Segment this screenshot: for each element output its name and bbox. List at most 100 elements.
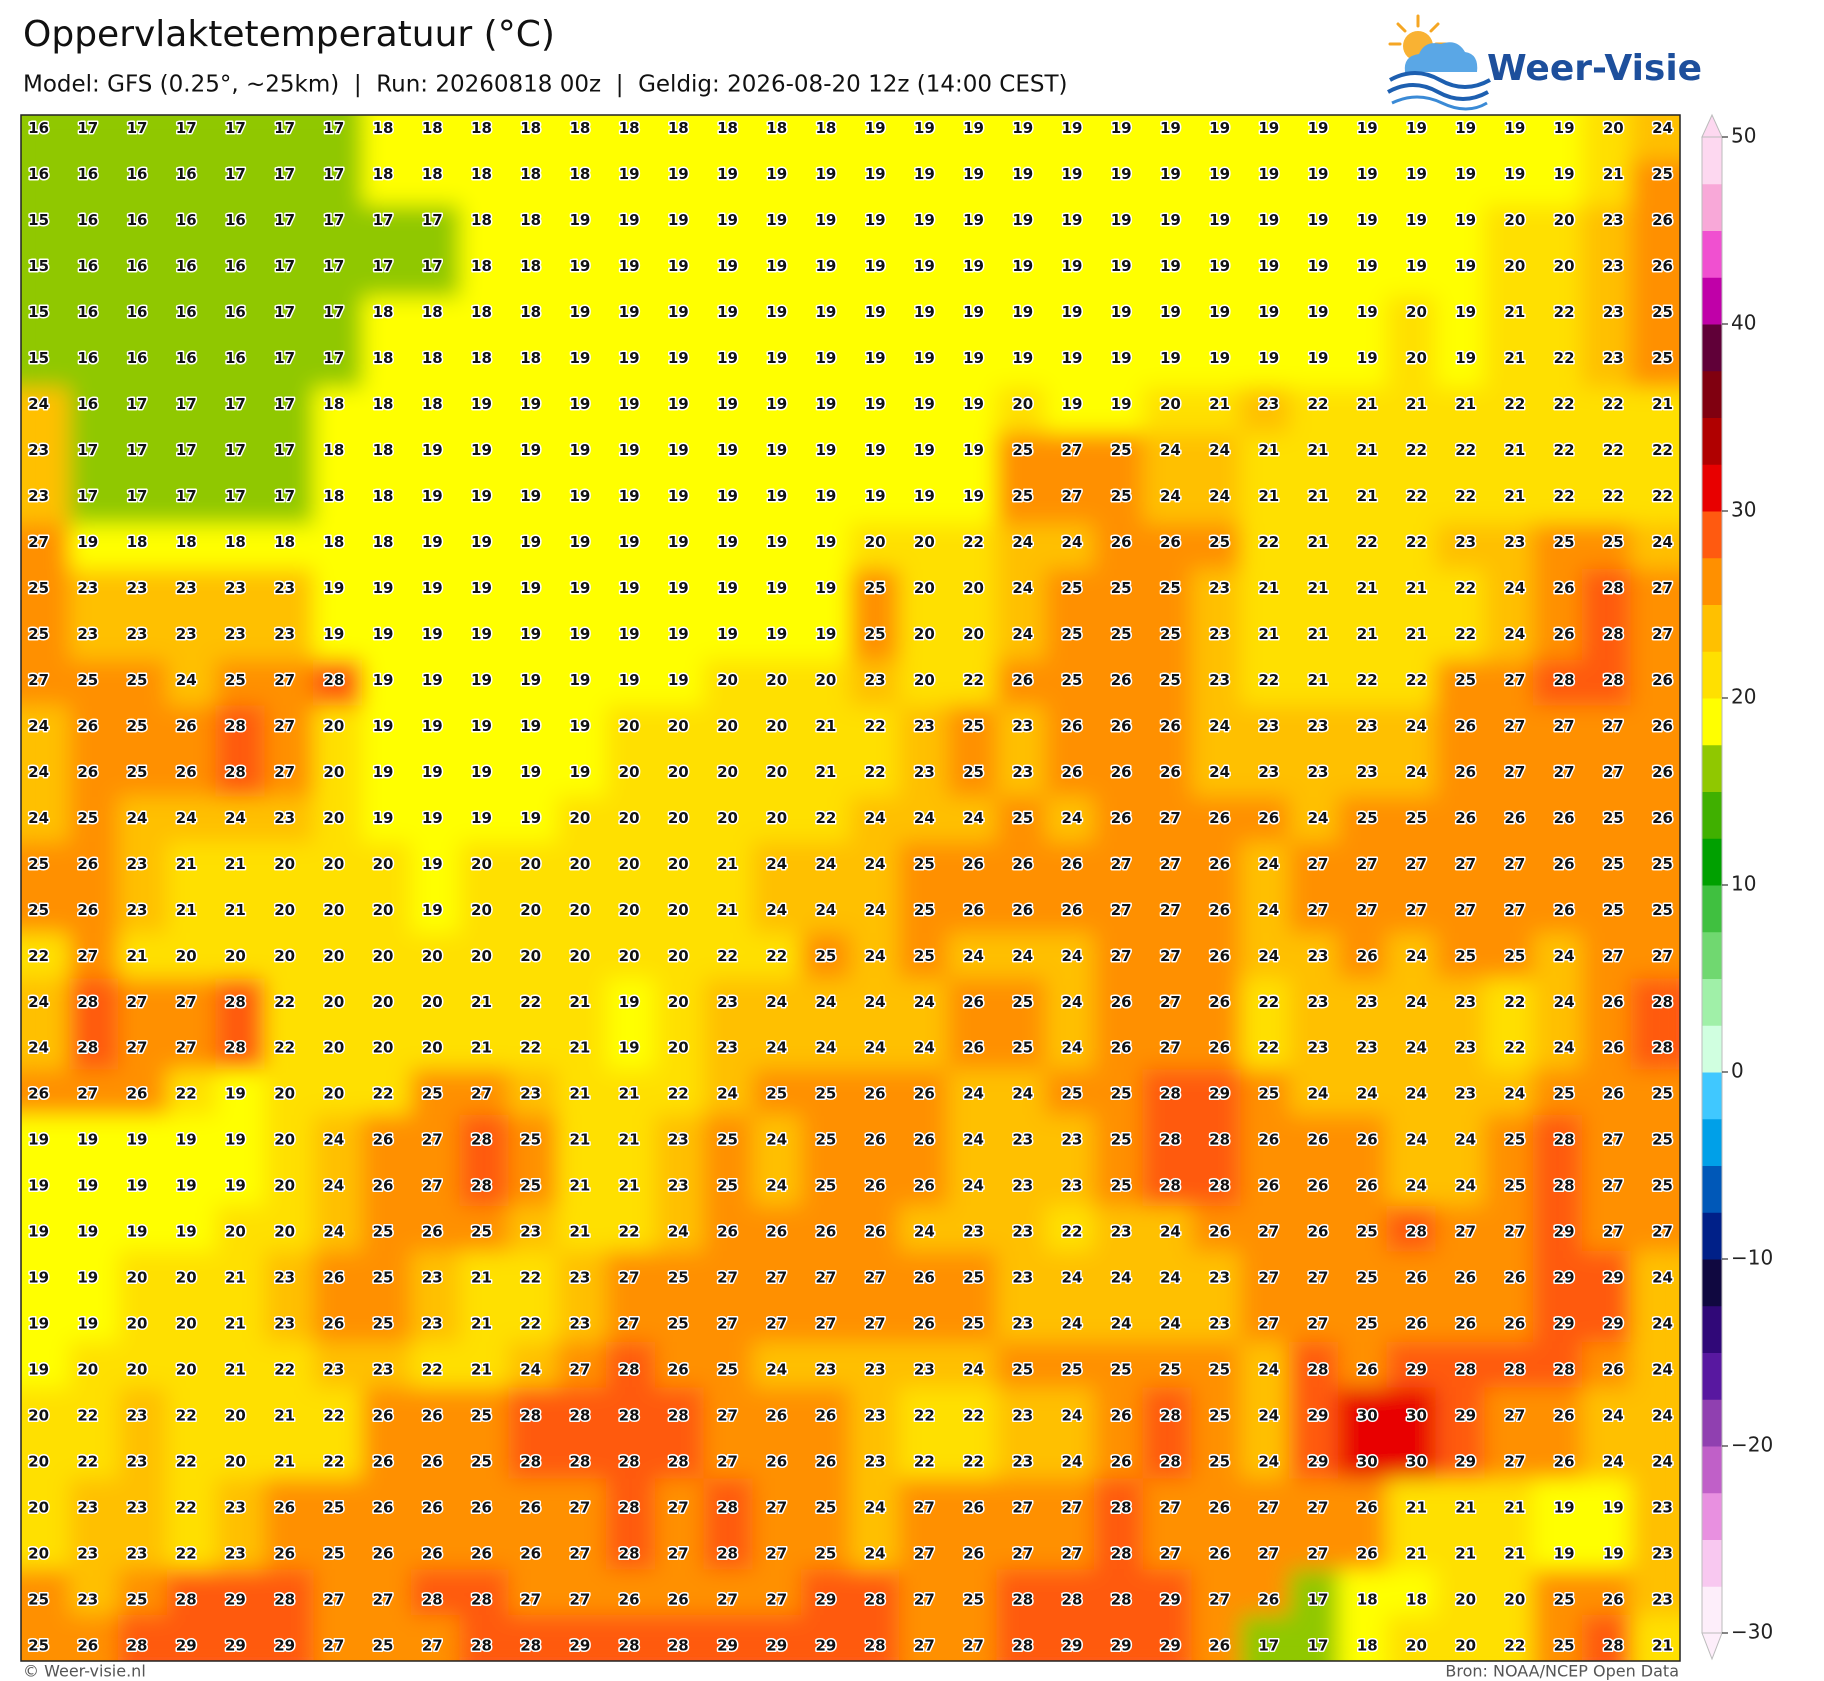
field-cell: [1045, 1342, 1095, 1389]
field-cell: [801, 1478, 851, 1526]
field-cell: [69, 569, 120, 616]
field-cell: [1289, 1114, 1339, 1162]
cell-label: 23: [77, 579, 98, 597]
field-cell: [654, 842, 705, 889]
field-cell: [21, 1433, 71, 1480]
cell-label: 28: [717, 1545, 738, 1563]
field-cell: [264, 1524, 315, 1571]
field-cell: [1337, 523, 1388, 571]
field-cell: [703, 1069, 754, 1116]
cell-label: 24: [914, 1039, 935, 1057]
field-cell: [996, 432, 1047, 480]
field-cell: [215, 1478, 266, 1526]
cell-label: 28: [1111, 1591, 1132, 1609]
cell-label: 22: [176, 1085, 197, 1103]
cell-label: 27: [766, 1499, 787, 1517]
field-cell: [898, 1615, 949, 1661]
field-cell: [850, 1433, 900, 1480]
cell-label: 19: [766, 303, 787, 321]
field-cell: [21, 1160, 71, 1207]
cell-label: 24: [1160, 487, 1181, 505]
cell-label: 20: [323, 1085, 344, 1103]
field-cell: [313, 660, 364, 707]
field-cell: [752, 115, 803, 161]
cell-label: 24: [865, 1545, 886, 1563]
cell-label: 17: [323, 211, 344, 229]
field-cell: [21, 932, 71, 980]
cell-label: 25: [1209, 1361, 1230, 1379]
cell-label: 19: [865, 165, 886, 183]
cell-label: 20: [274, 1223, 295, 1241]
cell-label: 19: [816, 441, 837, 459]
field-cell: [1533, 1433, 1583, 1480]
cell-label: 27: [1652, 579, 1673, 597]
cell-label: 21: [1652, 395, 1673, 413]
field-cell: [1630, 1569, 1680, 1617]
cell-label: 21: [1504, 303, 1525, 321]
cell-label: 19: [1455, 303, 1476, 321]
cell-label: 27: [176, 993, 197, 1011]
cell-label: 24: [1652, 1269, 1673, 1287]
cell-label: 29: [816, 1637, 837, 1655]
cell-label: 22: [1308, 395, 1329, 413]
field-cell: [508, 796, 559, 844]
field-cell: [118, 523, 168, 571]
field-cell: [1142, 1615, 1193, 1661]
field-cell: [459, 1387, 510, 1435]
field-cell: [1045, 159, 1095, 207]
field-cell: [1289, 1205, 1339, 1253]
field-cell: [752, 159, 803, 207]
field-cell: [898, 250, 949, 298]
cell-label: 23: [176, 579, 197, 597]
field-cell: [313, 1569, 364, 1617]
cell-label: 23: [127, 1545, 148, 1563]
field-cell: [459, 1615, 510, 1661]
field-cell: [166, 159, 217, 207]
field-cell: [898, 660, 949, 707]
field-cell: [1045, 1251, 1095, 1298]
field-cell: [21, 978, 71, 1025]
cell-label: 27: [766, 1545, 787, 1563]
cell-label: 18: [323, 533, 344, 551]
field-cell: [654, 478, 705, 525]
field-cell: [1386, 660, 1437, 707]
cell-label: 22: [766, 947, 787, 965]
cell-label: 22: [176, 1545, 197, 1563]
cell-label: 17: [1308, 1637, 1329, 1655]
field-cell: [557, 159, 608, 207]
field-cell: [752, 296, 803, 343]
cell-label: 26: [1111, 533, 1132, 551]
field-cell: [947, 159, 998, 207]
cell-label: 27: [1504, 717, 1525, 735]
cell-label: 19: [1455, 165, 1476, 183]
field-cell: [850, 1342, 900, 1389]
colorbar-tip-bottom: [1701, 1632, 1723, 1661]
field-cell: [1533, 887, 1583, 934]
cell-label: 28: [569, 1453, 590, 1471]
cell-label: 19: [471, 579, 492, 597]
cell-label: 19: [865, 395, 886, 413]
field-cell: [996, 705, 1047, 753]
cell-label: 21: [1357, 579, 1378, 597]
cell-label: 26: [323, 1315, 344, 1333]
field-cell: [850, 1205, 900, 1253]
cell-label: 19: [422, 487, 443, 505]
field-cell: [1289, 432, 1339, 480]
field-cell: [166, 523, 217, 571]
cell-label: 24: [1652, 1315, 1673, 1333]
field-cell: [1337, 887, 1388, 934]
cell-label: 26: [1012, 901, 1033, 919]
field-cell: [1240, 751, 1291, 798]
cell-label: 25: [28, 1591, 49, 1609]
field-cell: [459, 1205, 510, 1253]
field-cell: [459, 523, 510, 571]
cell-label: 19: [373, 717, 394, 735]
field-cell: [996, 1387, 1047, 1435]
field-cell: [1484, 341, 1535, 389]
field-cell: [313, 1114, 364, 1162]
colorbar-band: [1702, 1212, 1722, 1260]
field-cell: [996, 115, 1047, 161]
field-cell: [166, 932, 217, 980]
cell-label: 18: [668, 119, 689, 137]
field-cell: [1142, 1569, 1193, 1617]
